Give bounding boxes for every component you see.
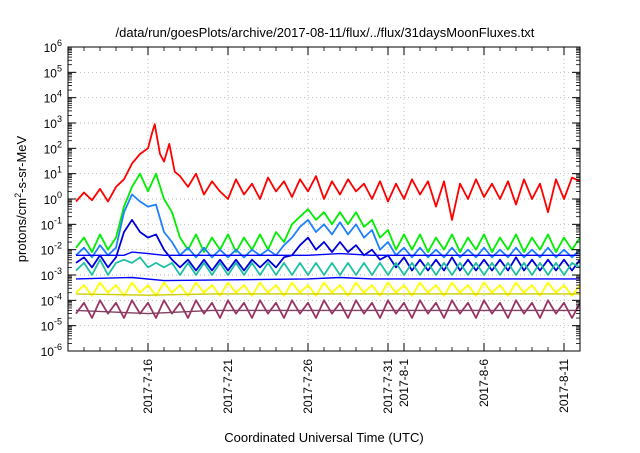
x-axis-label: Coordinated Universal Time (UTC) [224,430,423,445]
y-tick-label-base: 10 [41,345,55,359]
y-tick-label-exp: -2 [54,241,62,251]
series-line [75,281,581,297]
series-line [75,309,580,315]
chart-title: /data/run/goesPlots/archive/2017-08-11/f… [116,25,535,40]
y-tick-label-exp: 5 [57,63,62,73]
y-tick-label: 10-3 [41,266,62,283]
y-tick-label-exp: -5 [54,317,62,327]
x-tick-label: 2017-8-11 [557,359,571,413]
y-tick-label-base: 10 [44,66,58,80]
y-tick-label-exp: 0 [57,190,62,200]
y-tick-label: 10-1 [41,215,62,232]
y-tick-label: 101 [44,165,62,182]
y-tick-label: 10-6 [41,342,62,359]
y-axis-label-main: protons/cm [14,198,29,262]
y-tick-label-exp: -4 [54,291,62,301]
x-tick-label: 2017-7-31 [381,359,395,414]
y-tick-label: 103 [44,114,62,131]
y-tick-label-base: 10 [41,320,55,334]
y-tick-label: 104 [44,89,62,106]
y-tick-label: 105 [44,63,62,80]
y-tick-label-base: 10 [44,117,58,131]
y-tick-label-exp: 4 [57,89,62,99]
y-tick-label-base: 10 [41,218,55,232]
series-line [76,251,580,257]
y-tick-label-exp: 1 [57,165,62,175]
y-tick-label: 100 [44,190,62,207]
y-tick-label-exp: -6 [54,342,62,352]
y-tick-label: 102 [44,139,62,156]
x-tick-label: 2017-7-21 [221,359,235,414]
x-tick-labels: 2017-7-16 2017-7-21 2017-7-26 2017-7-31 2017… [141,359,571,414]
x-tick-label: 2017-7-16 [141,359,155,414]
y-tick-labels: 10-610-510-410-310-210-11001011021031041… [41,38,62,359]
series-layer [75,123,581,319]
x-tick-label: 2017-8-6 [477,359,491,407]
y-tick-label: 10-5 [41,317,62,334]
y-axis-label-sup: 2 [13,193,23,198]
y-axis-label: protons/cm2-s-sr-MeV [13,135,29,262]
y-tick-label-base: 10 [41,244,55,258]
y-tick-label: 106 [44,38,62,55]
y-tick-label: 10-4 [41,291,62,308]
x-tick-label: 2017-7-26 [301,359,315,414]
x-tick-label: 2017-8-1 [397,359,411,407]
y-tick-label: 10-2 [41,241,62,258]
y-tick-label-exp: 2 [57,139,62,149]
series-line [75,193,581,259]
y-axis-label-rest: -s-sr-MeV [14,135,29,192]
y-tick-label-base: 10 [44,92,58,106]
y-tick-label-base: 10 [44,193,58,207]
series-line [75,218,581,272]
series-line [75,256,581,276]
series-line [75,299,581,319]
y-tick-label-base: 10 [44,168,58,182]
y-tick-label-exp: -3 [54,266,62,276]
y-tick-label-exp: -1 [54,215,62,225]
series-line [75,123,581,221]
y-tick-label-base: 10 [41,294,55,308]
series-line [75,276,580,282]
y-tick-label-exp: 6 [57,38,62,48]
y-tick-label-base: 10 [44,142,58,156]
y-tick-label-base: 10 [41,269,55,283]
series-line [75,293,580,296]
y-tick-label-base: 10 [44,41,58,55]
y-tick-label-exp: 3 [57,114,62,124]
ticks-layer [67,46,581,352]
series-line [75,172,581,254]
